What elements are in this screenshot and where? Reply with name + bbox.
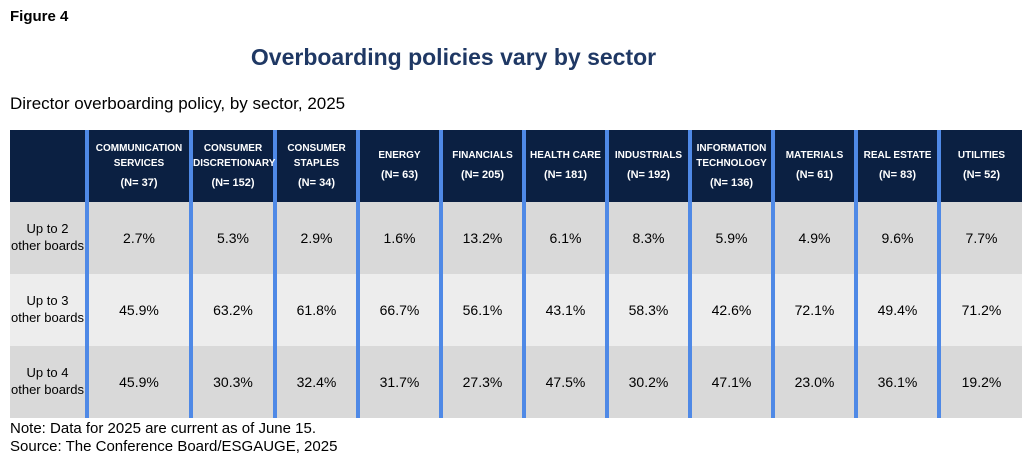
column-sample-size: (N= 52) — [963, 169, 1000, 182]
data-cell: 72.1% — [771, 274, 856, 346]
column-sample-size: (N= 136) — [709, 176, 754, 189]
sector-policy-table: COMMUNICATION SERVICES (N= 37) CONSUMER DI… — [10, 130, 1022, 418]
note-text: Note: Data for 2025 are current as of Ju… — [10, 420, 317, 437]
table-row: Up to 3 other boards 45.9% 63.2% 61.8% 66.7%… — [10, 274, 1022, 346]
column-header: REAL ESTATE (N= 83) — [854, 130, 939, 202]
chart-subtitle: Director overboarding policy, by sector,… — [10, 94, 346, 113]
column-sample-size: (N= 37) — [120, 176, 158, 189]
column-sample-size: (N= 205) — [460, 169, 505, 182]
footnote: Note: Data for 2025 are current as of Ju… — [10, 420, 337, 456]
column-header: INDUSTRIALS (N= 192) — [605, 130, 690, 202]
column-header-label: MATERIALS — [785, 150, 844, 162]
data-cell: 58.3% — [605, 274, 690, 346]
data-cell: 2.9% — [273, 202, 358, 274]
data-cell: 36.1% — [854, 346, 939, 418]
column-header: UTILITIES (N= 52) — [937, 130, 1022, 202]
data-cell: 8.3% — [605, 202, 690, 274]
data-cell: 45.9% — [85, 346, 191, 418]
column-header: ENERGY (N= 63) — [356, 130, 441, 202]
data-cell: 31.7% — [356, 346, 441, 418]
column-header-label: INFORMATION TECHNOLOGY — [696, 142, 767, 169]
column-sample-size: (N= 152) — [211, 176, 255, 189]
column-sample-size: (N= 61) — [796, 169, 833, 182]
data-cell: 5.3% — [189, 202, 275, 274]
data-cell: 2.7% — [85, 202, 191, 274]
column-header: HEALTH CARE (N= 181) — [522, 130, 607, 202]
column-header: CONSUMER STAPLES (N= 34) — [273, 130, 358, 202]
data-cell: 5.9% — [688, 202, 773, 274]
data-cell: 49.4% — [854, 274, 939, 346]
column-header: INFORMATION TECHNOLOGY (N= 136) — [688, 130, 773, 202]
data-cell: 32.4% — [273, 346, 358, 418]
data-cell: 47.5% — [522, 346, 607, 418]
column-header-label: CONSUMER STAPLES — [287, 142, 346, 169]
data-cell: 9.6% — [854, 202, 939, 274]
data-cell: 61.8% — [273, 274, 358, 346]
column-header: FINANCIALS (N= 205) — [439, 130, 524, 202]
row-label: Up to 2 other boards — [10, 202, 87, 274]
data-cell: 7.7% — [937, 202, 1022, 274]
data-cell: 1.6% — [356, 202, 441, 274]
data-cell: 45.9% — [85, 274, 191, 346]
column-header-label: UTILITIES — [957, 150, 1006, 162]
column-sample-size: (N= 181) — [543, 169, 588, 182]
data-cell: 6.1% — [522, 202, 607, 274]
data-cell: 27.3% — [439, 346, 524, 418]
column-header: MATERIALS (N= 61) — [771, 130, 856, 202]
column-header-label: REAL ESTATE — [863, 150, 932, 162]
data-cell: 43.1% — [522, 274, 607, 346]
column-header-label: FINANCIALS — [452, 150, 513, 162]
data-cell: 4.9% — [771, 202, 856, 274]
row-label: Up to 3 other boards — [10, 274, 87, 346]
table-row: Up to 4 other boards 45.9% 30.3% 32.4% 31.7%… — [10, 346, 1022, 418]
data-cell: 66.7% — [356, 274, 441, 346]
column-header-label: ENERGY — [378, 150, 421, 162]
column-header-label: CONSUMER DISCRETIONARY — [193, 142, 276, 169]
column-header: CONSUMER DISCRETIONARY (N= 152) — [189, 130, 276, 202]
column-header-label: COMMUNICATION SERVICES — [95, 142, 183, 169]
data-cell: 30.2% — [605, 346, 690, 418]
column-header-label: HEALTH CARE — [530, 150, 601, 162]
table-row: Up to 2 other boards 2.7% 5.3% 2.9% 1.6% 13.2… — [10, 202, 1022, 274]
column-sample-size: (N= 34) — [298, 176, 335, 189]
data-cell: 23.0% — [771, 346, 856, 418]
column-header: COMMUNICATION SERVICES (N= 37) — [85, 130, 191, 202]
column-sample-size: (N= 63) — [381, 169, 418, 182]
data-cell: 47.1% — [688, 346, 773, 418]
chart-title: Overboarding policies vary by sector — [250, 44, 657, 70]
column-sample-size: (N= 192) — [626, 169, 671, 182]
data-cell: 42.6% — [688, 274, 773, 346]
data-cell: 63.2% — [189, 274, 275, 346]
data-cell: 30.3% — [189, 346, 275, 418]
header-row: COMMUNICATION SERVICES (N= 37) CONSUMER DI… — [10, 130, 1022, 202]
column-sample-size: (N= 83) — [879, 169, 916, 182]
header-corner — [10, 130, 87, 202]
column-header-label: INDUSTRIALS — [614, 150, 683, 162]
source-text: Source: The Conference Board/ESGAUGE, 20… — [10, 438, 338, 455]
row-label: Up to 4 other boards — [10, 346, 87, 418]
data-cell: 19.2% — [937, 346, 1022, 418]
data-cell: 56.1% — [439, 274, 524, 346]
figure-label: Figure 4 — [10, 8, 69, 25]
data-cell: 71.2% — [937, 274, 1022, 346]
table-body: Up to 2 other boards 2.7% 5.3% 2.9% 1.6% 13.2… — [10, 202, 1022, 418]
data-cell: 13.2% — [439, 202, 524, 274]
